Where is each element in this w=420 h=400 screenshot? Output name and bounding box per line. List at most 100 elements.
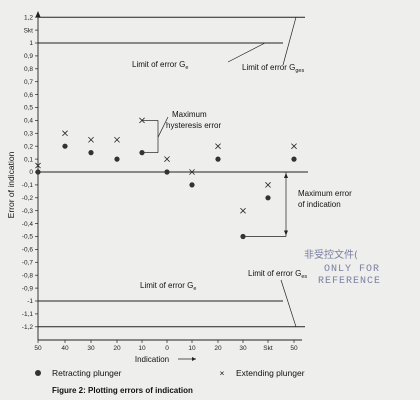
y-tick-label: 0,3	[24, 131, 33, 138]
y-tick-label: Skt	[24, 27, 34, 34]
stamp-line-3: REFERENCE	[318, 276, 381, 287]
label-max-error-2: of indication	[298, 200, 341, 209]
hysteresis-leader	[157, 116, 169, 138]
legend-item-retracting: Retracting plunger	[32, 368, 121, 378]
legend-x-symbol: ×	[219, 368, 225, 378]
data-marks	[35, 117, 297, 240]
y-tick-label: -0,6	[22, 247, 34, 254]
x-tick-label: 50	[290, 345, 298, 352]
y-tick-label: -0,4	[22, 221, 34, 228]
extending-point-stroke	[88, 136, 94, 143]
y-tick-label: 0,6	[24, 92, 33, 99]
y-tick-label: -0,7	[22, 260, 34, 267]
y-tick-label: -0,8	[22, 272, 34, 279]
y-tick-label: -1,2	[22, 324, 34, 331]
extending-point	[291, 143, 297, 150]
extending-point-stroke	[35, 162, 41, 169]
y-tick-label: 0,1	[24, 156, 33, 163]
extending-point-stroke	[291, 143, 297, 150]
y-tick-label: -0,2	[22, 195, 34, 202]
legend-label-extending: Extending plunger	[236, 368, 305, 378]
y-tick-label: 0,7	[24, 79, 33, 86]
x-tick-label: 30	[239, 345, 247, 352]
extending-point	[164, 156, 170, 162]
annotations: Limit of error Ge Limit of error Gges Maxi…	[132, 17, 352, 327]
x-tick-label: 20	[214, 345, 222, 352]
extending-point-stroke	[164, 156, 170, 162]
x-tick-label: 30	[87, 345, 95, 352]
extending-point	[265, 182, 271, 188]
extending-point	[139, 117, 145, 124]
y-tick-label: 1	[29, 40, 33, 47]
legend-dot-symbol	[35, 370, 41, 376]
label-max-hysteresis-2: hysteresis error	[166, 121, 221, 130]
label-max-error-1: Maximum error	[298, 189, 352, 198]
extending-point	[62, 130, 68, 137]
extending-point-stroke	[215, 143, 221, 150]
x-axis-label: Indication	[135, 355, 169, 364]
extending-point	[35, 162, 41, 169]
figure-caption: Figure 2: Plotting errors of indication	[52, 386, 193, 395]
extending-point-stroke	[189, 169, 195, 175]
extending-point	[114, 136, 120, 143]
x-tick-label: 40	[61, 345, 69, 352]
stamp-line-2: ONLY FOR	[324, 264, 380, 275]
label-limit-ge-lower: Limit of error Ge	[140, 281, 196, 292]
axes: 1,2 Skt 1 0,9 0,8 0,7 0,6 0,5 0,4 0,3 0,2 0,1 0 -0,1 -…	[22, 11, 308, 352]
y-tick-label: -0,1	[22, 182, 34, 189]
label-max-hysteresis-1: Maximum	[172, 110, 207, 119]
y-axis-label: Error of indication	[6, 151, 16, 218]
extending-point-stroke	[62, 130, 68, 137]
extending-point	[215, 143, 221, 150]
retracting-point	[164, 169, 170, 175]
legend-label-retracting: Retracting plunger	[52, 368, 122, 378]
y-tick-label: -0,3	[22, 208, 34, 215]
x-tick-label: 50	[34, 345, 42, 352]
legend-item-extending: × Extending plunger	[216, 368, 305, 378]
extending-point-stroke	[265, 182, 271, 188]
label-limit-ggs: Limit of error Gges	[242, 63, 304, 74]
y-tick-label: -0,5	[22, 234, 34, 241]
x-tick-label: 10	[188, 345, 196, 352]
extending-point	[240, 207, 246, 214]
x-tick-label: 0	[165, 345, 169, 352]
extending-point-stroke	[139, 117, 145, 124]
extending-point	[88, 136, 94, 143]
retracting-point	[139, 150, 145, 156]
y-tick-label: 0,5	[24, 105, 33, 112]
limit-lines	[38, 16, 305, 328]
y-tick-label: 1,2	[24, 14, 33, 21]
legend: Retracting plunger × Extending plunger	[0, 368, 420, 382]
leader-ge-upper	[227, 42, 266, 63]
retracting-point	[240, 233, 246, 240]
y-tick-label: 0,2	[24, 143, 33, 150]
y-tick-label: -1	[27, 298, 33, 305]
max-error-arrow-top	[284, 173, 288, 178]
leader-ggs	[282, 17, 297, 66]
x-tick-label: Skt	[263, 345, 273, 352]
y-tick-label: 0,9	[24, 53, 33, 60]
stamp-line-1: 非受控文件(	[304, 248, 358, 261]
label-limit-ge-upper: Limit of error Ge	[132, 60, 188, 71]
retracting-point	[265, 195, 271, 201]
retracting-point	[35, 169, 41, 175]
y-tick-label: -1,1	[22, 311, 34, 318]
extending-point	[189, 169, 195, 175]
retracting-point	[62, 143, 68, 149]
leader-ges-lower	[280, 279, 297, 327]
y-tick-label: 0	[29, 169, 33, 176]
max-error-arrow-bottom	[284, 230, 288, 236]
retracting-point	[215, 156, 221, 162]
x-axis-arrow-head	[192, 357, 196, 361]
x-tick-label: 20	[113, 345, 121, 352]
y-tick-label: 0,8	[24, 66, 33, 73]
retracting-point	[88, 150, 94, 156]
retracting-point	[291, 156, 297, 162]
retracting-point	[114, 156, 120, 162]
y-axis-arrow	[35, 11, 41, 17]
retracting-point	[189, 182, 195, 188]
extending-point-stroke	[114, 136, 120, 143]
